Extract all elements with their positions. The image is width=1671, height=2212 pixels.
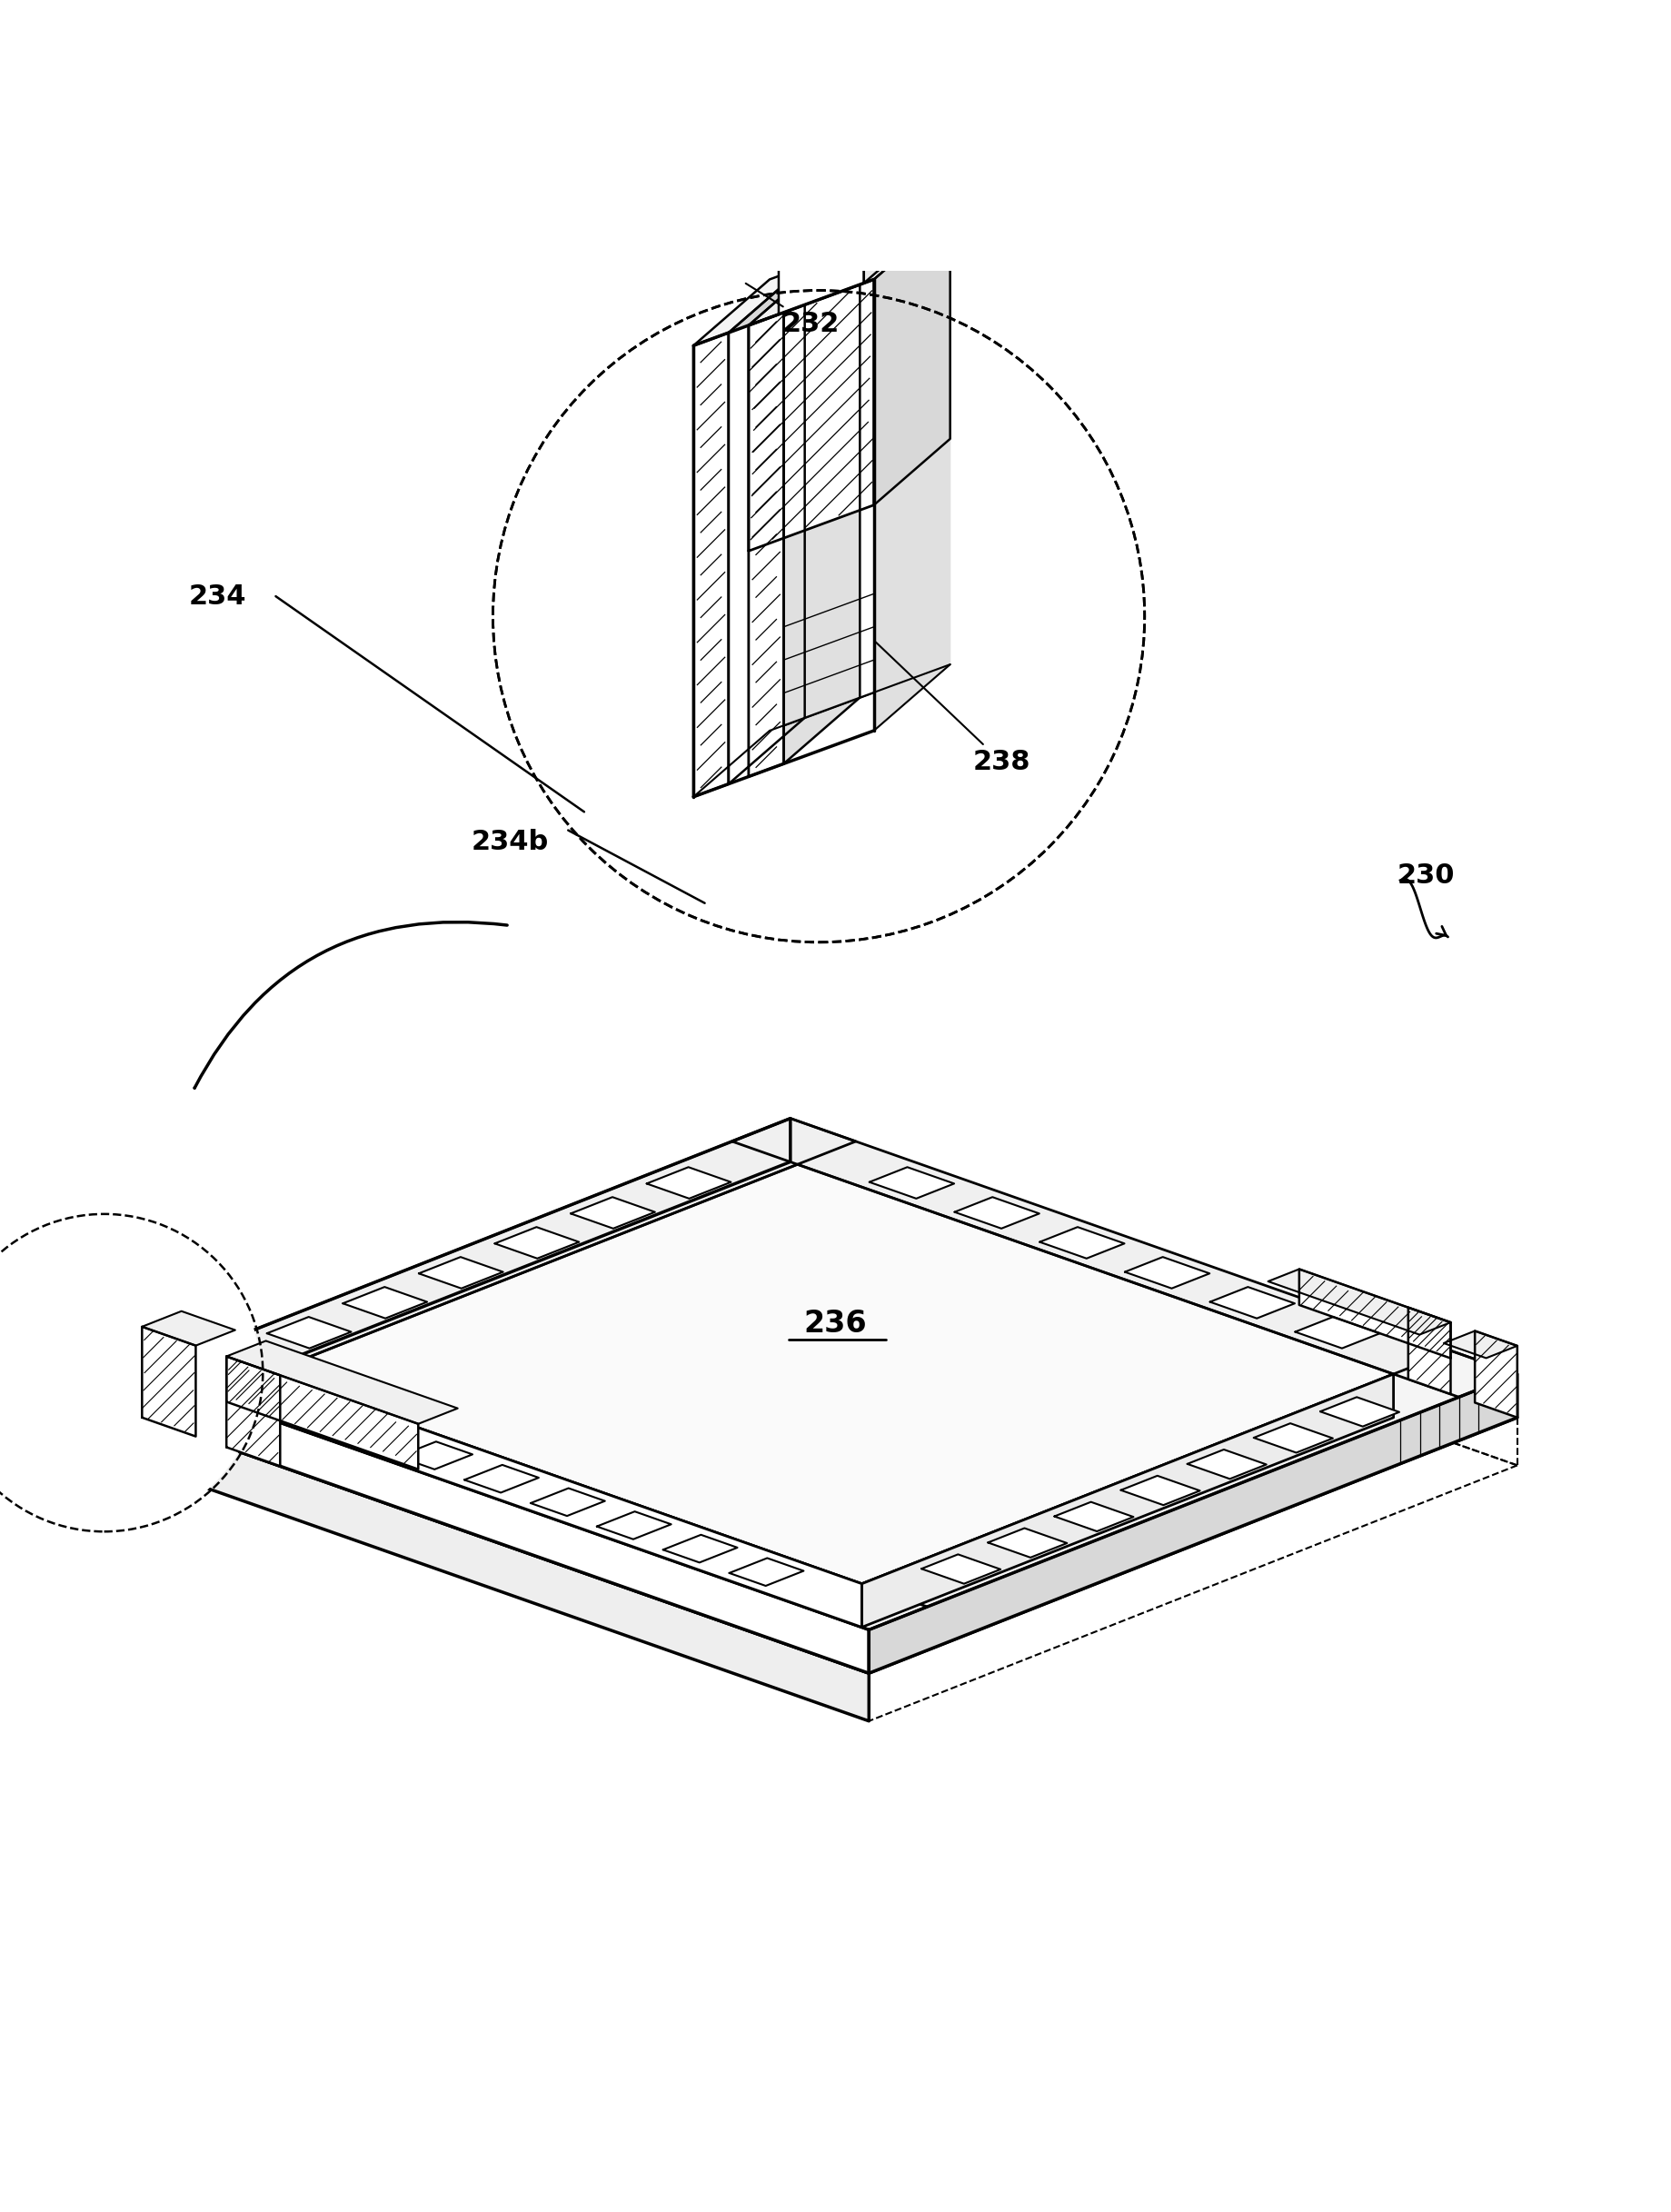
Polygon shape bbox=[729, 1557, 804, 1586]
Polygon shape bbox=[1039, 1228, 1125, 1259]
Polygon shape bbox=[142, 1374, 869, 1672]
Polygon shape bbox=[495, 1228, 580, 1259]
Polygon shape bbox=[465, 1464, 538, 1493]
Polygon shape bbox=[864, 212, 892, 283]
Polygon shape bbox=[874, 212, 951, 730]
Polygon shape bbox=[227, 1356, 418, 1469]
Polygon shape bbox=[571, 1197, 655, 1228]
FancyArrowPatch shape bbox=[194, 922, 508, 1088]
Polygon shape bbox=[531, 1489, 605, 1515]
Polygon shape bbox=[1121, 1475, 1200, 1504]
Polygon shape bbox=[693, 332, 729, 796]
Polygon shape bbox=[693, 265, 805, 345]
Polygon shape bbox=[693, 212, 951, 345]
Polygon shape bbox=[398, 1442, 473, 1469]
Polygon shape bbox=[954, 1197, 1039, 1228]
Polygon shape bbox=[333, 1418, 406, 1447]
Polygon shape bbox=[1125, 1256, 1210, 1287]
Polygon shape bbox=[1444, 1332, 1517, 1358]
Polygon shape bbox=[988, 1528, 1068, 1557]
Text: 232: 232 bbox=[745, 283, 839, 336]
Polygon shape bbox=[1054, 1502, 1133, 1531]
Polygon shape bbox=[419, 1256, 503, 1287]
Polygon shape bbox=[227, 1356, 281, 1467]
Text: 236: 236 bbox=[804, 1307, 867, 1338]
Polygon shape bbox=[729, 265, 805, 783]
Polygon shape bbox=[142, 1312, 236, 1345]
Polygon shape bbox=[647, 1168, 730, 1199]
Polygon shape bbox=[749, 212, 951, 325]
Polygon shape bbox=[732, 1119, 1517, 1398]
Circle shape bbox=[0, 1217, 259, 1528]
Polygon shape bbox=[266, 1396, 339, 1422]
Polygon shape bbox=[142, 1327, 196, 1436]
Polygon shape bbox=[142, 1119, 856, 1398]
Polygon shape bbox=[749, 246, 861, 325]
Circle shape bbox=[493, 290, 1145, 942]
Polygon shape bbox=[1188, 1449, 1267, 1480]
Polygon shape bbox=[227, 1340, 458, 1425]
Polygon shape bbox=[1210, 1287, 1295, 1318]
Polygon shape bbox=[267, 1316, 351, 1349]
Polygon shape bbox=[1295, 1316, 1380, 1349]
Polygon shape bbox=[804, 1352, 1517, 1630]
Polygon shape bbox=[663, 1535, 737, 1562]
Polygon shape bbox=[779, 212, 892, 270]
Polygon shape bbox=[1300, 1270, 1450, 1358]
Polygon shape bbox=[921, 1555, 1001, 1584]
Polygon shape bbox=[779, 239, 864, 314]
Polygon shape bbox=[749, 312, 784, 776]
Polygon shape bbox=[869, 1374, 1517, 1672]
Polygon shape bbox=[1268, 1270, 1450, 1334]
Polygon shape bbox=[597, 1511, 672, 1540]
Polygon shape bbox=[1409, 1307, 1450, 1394]
Polygon shape bbox=[266, 1164, 1394, 1584]
Text: 238: 238 bbox=[876, 641, 1031, 774]
Polygon shape bbox=[729, 325, 749, 783]
Polygon shape bbox=[1320, 1398, 1399, 1427]
Polygon shape bbox=[1475, 1332, 1517, 1418]
Polygon shape bbox=[862, 1374, 1394, 1628]
Polygon shape bbox=[869, 1168, 954, 1199]
Polygon shape bbox=[1253, 1422, 1333, 1453]
Text: 234: 234 bbox=[189, 584, 246, 611]
Polygon shape bbox=[142, 1119, 790, 1418]
Polygon shape bbox=[142, 1352, 927, 1630]
Polygon shape bbox=[266, 1374, 862, 1628]
Polygon shape bbox=[874, 212, 951, 504]
Polygon shape bbox=[142, 1418, 869, 1721]
Polygon shape bbox=[142, 1161, 1517, 1672]
Polygon shape bbox=[749, 279, 874, 551]
Polygon shape bbox=[142, 1161, 790, 1464]
Polygon shape bbox=[343, 1287, 428, 1318]
Text: 230: 230 bbox=[1397, 863, 1455, 889]
Text: 234b: 234b bbox=[471, 830, 548, 856]
Polygon shape bbox=[784, 246, 861, 763]
